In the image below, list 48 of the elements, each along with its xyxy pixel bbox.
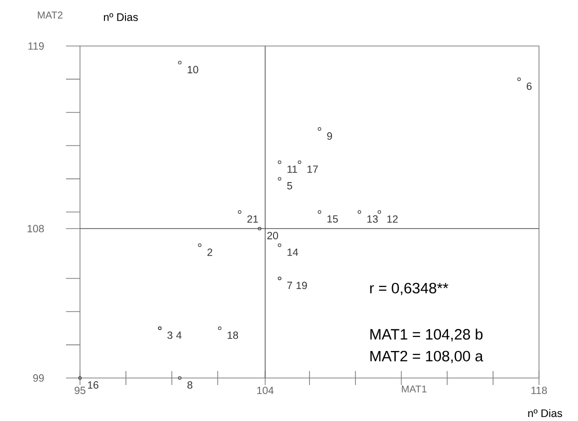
point: [517, 77, 521, 81]
annotation: 3: [167, 332, 172, 339]
x-tick-label: 95: [74, 386, 86, 394]
annotation: 11: [288, 166, 298, 173]
annotation: MAT2 = 108,00 a: [370, 350, 484, 364]
point: [318, 127, 322, 131]
annotation: 19: [296, 282, 307, 290]
annotation: 7: [287, 282, 292, 289]
annotation: 13: [367, 215, 378, 223]
text: nº Dias: [104, 12, 138, 22]
annotation: 10: [188, 66, 198, 74]
x-tick-label: 104: [257, 386, 274, 394]
annotation: 4: [176, 332, 182, 339]
annotation: r = 0,6348**: [370, 282, 448, 296]
point: [278, 244, 282, 247]
annotation: 15: [327, 215, 338, 223]
y-tick-label: 119: [28, 42, 44, 50]
annotation: MAT1 = 104,28 b: [370, 328, 483, 342]
annotation: 21: [247, 215, 258, 223]
point: [198, 244, 202, 247]
annotation: 17: [308, 166, 318, 173]
point: [378, 210, 382, 214]
point: [258, 226, 262, 230]
point: [178, 60, 182, 64]
annotation: 6: [526, 82, 532, 90]
annotation: 20: [267, 232, 278, 240]
annotation: 2: [207, 248, 212, 256]
y-axis-title: MAT2: [38, 12, 62, 18]
point: [358, 210, 362, 214]
annotation: 5: [287, 182, 292, 190]
y-tick-label: 99: [33, 374, 44, 382]
annotation: 18: [228, 332, 238, 339]
y-tick-label: 108: [28, 224, 44, 232]
annotation: 12: [387, 215, 398, 223]
annotation: 8: [187, 381, 192, 389]
point: [238, 210, 242, 214]
annotation: 14: [288, 248, 298, 256]
point: [278, 177, 282, 180]
annotation: 9: [327, 132, 332, 140]
point: [178, 376, 182, 380]
text: nº Dias: [528, 409, 562, 418]
point: [298, 160, 302, 164]
x-axis-title: MAT1: [402, 386, 426, 392]
annotation: 16: [88, 381, 98, 389]
point: [218, 326, 222, 330]
point: [278, 160, 282, 164]
point: [318, 210, 322, 214]
x-tick-label: 118: [531, 386, 547, 394]
